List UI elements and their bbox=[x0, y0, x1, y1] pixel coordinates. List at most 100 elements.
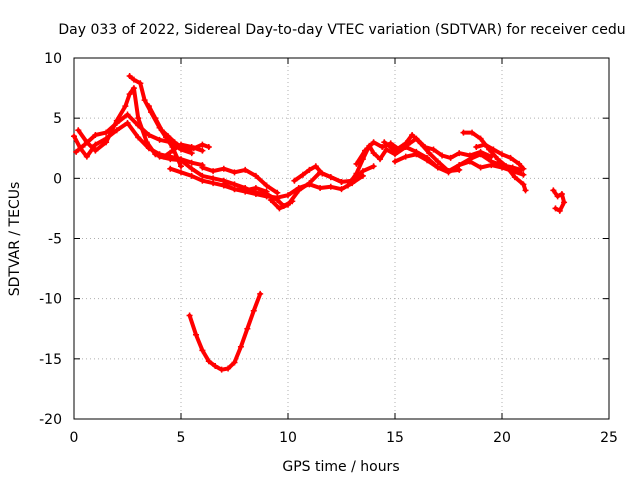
data-point bbox=[409, 132, 416, 139]
data-point bbox=[205, 358, 212, 365]
data-point bbox=[417, 140, 424, 147]
x-tick-label: 0 bbox=[70, 430, 79, 446]
data-point bbox=[392, 158, 398, 165]
data-point bbox=[167, 165, 174, 172]
series-trace bbox=[146, 104, 211, 152]
data-point bbox=[353, 160, 360, 167]
data-point bbox=[456, 150, 463, 157]
data-point bbox=[285, 192, 291, 199]
data-point bbox=[267, 196, 274, 203]
data-point bbox=[477, 164, 484, 171]
data-point bbox=[71, 133, 77, 140]
data-point bbox=[188, 172, 195, 179]
data-point bbox=[439, 152, 446, 159]
data-point bbox=[312, 163, 319, 170]
data-point bbox=[362, 147, 369, 154]
data-point bbox=[556, 207, 563, 214]
y-tick-label: -20 bbox=[39, 412, 62, 428]
data-point bbox=[558, 190, 565, 197]
data-point bbox=[113, 127, 120, 134]
data-point bbox=[263, 193, 270, 200]
data-point bbox=[178, 169, 184, 176]
data-point bbox=[274, 194, 281, 201]
data-point bbox=[92, 141, 99, 148]
data-point bbox=[327, 183, 334, 190]
data-point bbox=[377, 156, 384, 163]
x-tick-label: 20 bbox=[493, 430, 511, 446]
data-point bbox=[178, 157, 184, 164]
series-trace-17 bbox=[473, 141, 527, 172]
data-point bbox=[447, 154, 454, 161]
data-point bbox=[263, 182, 270, 189]
data-point bbox=[152, 151, 159, 158]
data-point bbox=[199, 147, 206, 154]
data-point bbox=[252, 190, 259, 197]
data-point bbox=[327, 174, 334, 181]
data-point bbox=[126, 73, 133, 80]
data-point bbox=[445, 169, 452, 176]
data-point bbox=[225, 365, 232, 372]
data-point bbox=[73, 148, 80, 155]
data-point bbox=[402, 140, 409, 147]
data-point bbox=[122, 103, 129, 110]
data-point bbox=[370, 139, 377, 146]
data-point bbox=[156, 136, 163, 143]
data-point bbox=[212, 363, 219, 370]
data-point bbox=[171, 139, 178, 146]
data-point bbox=[252, 184, 259, 191]
series-trace-15 bbox=[392, 151, 527, 178]
series-trace-5 bbox=[145, 103, 212, 153]
series-trace bbox=[187, 291, 263, 372]
data-point bbox=[205, 144, 212, 151]
data-points bbox=[71, 73, 568, 373]
data-point bbox=[156, 153, 163, 160]
data-point bbox=[507, 154, 514, 161]
data-point bbox=[353, 170, 360, 177]
data-point bbox=[167, 156, 174, 163]
data-point bbox=[165, 133, 172, 140]
data-point bbox=[186, 312, 193, 319]
data-point bbox=[285, 201, 291, 208]
data-point bbox=[499, 151, 505, 158]
data-point bbox=[75, 127, 82, 134]
chart-title: Day 033 of 2022, Sidereal Day-to-day VTE… bbox=[58, 22, 625, 38]
data-point bbox=[430, 146, 437, 153]
data-point bbox=[124, 119, 131, 126]
data-point bbox=[299, 171, 306, 178]
data-point bbox=[466, 158, 473, 165]
data-point bbox=[199, 141, 206, 148]
data-point bbox=[511, 174, 518, 181]
data-point bbox=[83, 153, 90, 160]
data-point bbox=[126, 91, 133, 98]
data-point bbox=[103, 129, 110, 136]
y-tick-label: 5 bbox=[53, 111, 62, 127]
data-point bbox=[481, 141, 488, 148]
data-point bbox=[381, 139, 388, 146]
data-point bbox=[359, 168, 366, 175]
series-trace-18 bbox=[550, 187, 568, 214]
data-point bbox=[242, 166, 249, 173]
data-point bbox=[124, 111, 131, 118]
data-point bbox=[210, 168, 217, 175]
data-point bbox=[295, 187, 302, 194]
data-point bbox=[199, 347, 206, 354]
data-point bbox=[145, 103, 152, 110]
data-point bbox=[550, 187, 557, 194]
data-point bbox=[379, 144, 386, 151]
series-trace-16 bbox=[460, 129, 529, 194]
data-point bbox=[319, 170, 326, 177]
data-point bbox=[178, 163, 184, 170]
data-point bbox=[178, 144, 184, 151]
data-point bbox=[426, 150, 433, 157]
data-point bbox=[244, 325, 251, 332]
x-tick-label: 25 bbox=[600, 430, 618, 446]
axis-ticks: 0 5 10 15 20 25 10 5 0 -5 -10 -15 -20 bbox=[39, 51, 618, 446]
data-point bbox=[237, 343, 244, 350]
data-point bbox=[152, 115, 159, 122]
data-point bbox=[199, 164, 206, 171]
data-point bbox=[135, 115, 142, 122]
data-point bbox=[516, 160, 523, 167]
series-trace-8 bbox=[199, 164, 281, 196]
data-point bbox=[499, 164, 505, 171]
